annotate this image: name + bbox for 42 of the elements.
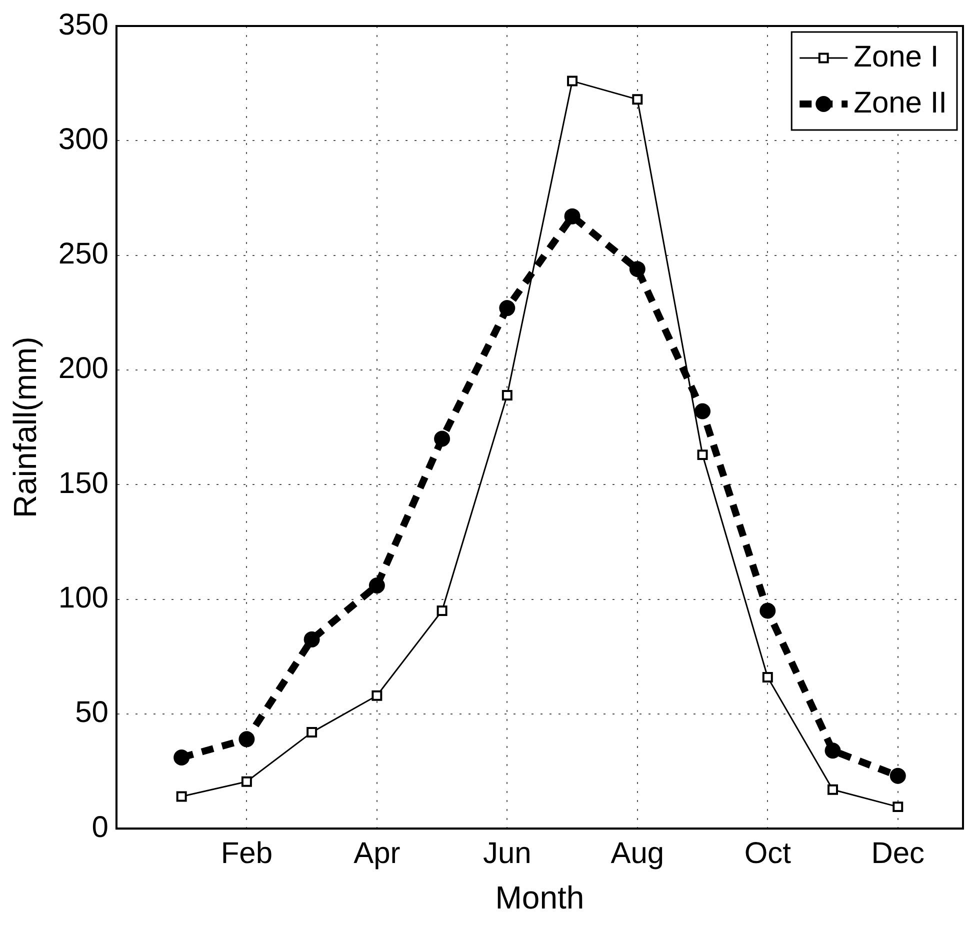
y-tick-label: 200 [58,352,108,386]
point [762,672,773,682]
point [436,606,448,616]
point [306,727,318,738]
x-tick-label: Feb [220,836,273,870]
y-tick-label: 150 [58,466,108,500]
point [890,768,906,784]
legend-label: Zone II [854,86,948,120]
y-tick-label: 100 [58,582,108,615]
point [241,776,252,787]
point [372,690,382,701]
point [174,750,190,766]
point [238,731,255,748]
point [697,450,708,460]
y-axis-title: Rainfall(mm) [7,336,44,518]
point [368,578,385,594]
x-tick-label: Oct [744,836,792,870]
point [502,390,512,400]
y-tick-label: 350 [58,8,108,42]
point [892,802,904,812]
point [760,602,776,619]
point [824,742,841,759]
y-tick-label: 250 [58,238,108,271]
x-axis-title: Month [495,880,584,916]
point [694,403,711,420]
point [828,784,838,795]
point [629,261,646,278]
point [176,791,187,802]
x-tick-label: Aug [610,836,664,870]
legend-label: Zone I [854,40,939,74]
point [632,94,643,105]
y-tick-label: 50 [75,696,108,730]
point [304,631,320,648]
point [434,430,450,447]
point [499,300,516,316]
y-tick-label: 0 [92,810,108,844]
y-tick-label: 300 [58,122,108,156]
x-tick-label: Apr [354,836,400,870]
point [567,76,578,86]
point [564,208,580,224]
x-tick-label: Jun [482,836,532,870]
x-tick-label: Dec [871,836,925,870]
